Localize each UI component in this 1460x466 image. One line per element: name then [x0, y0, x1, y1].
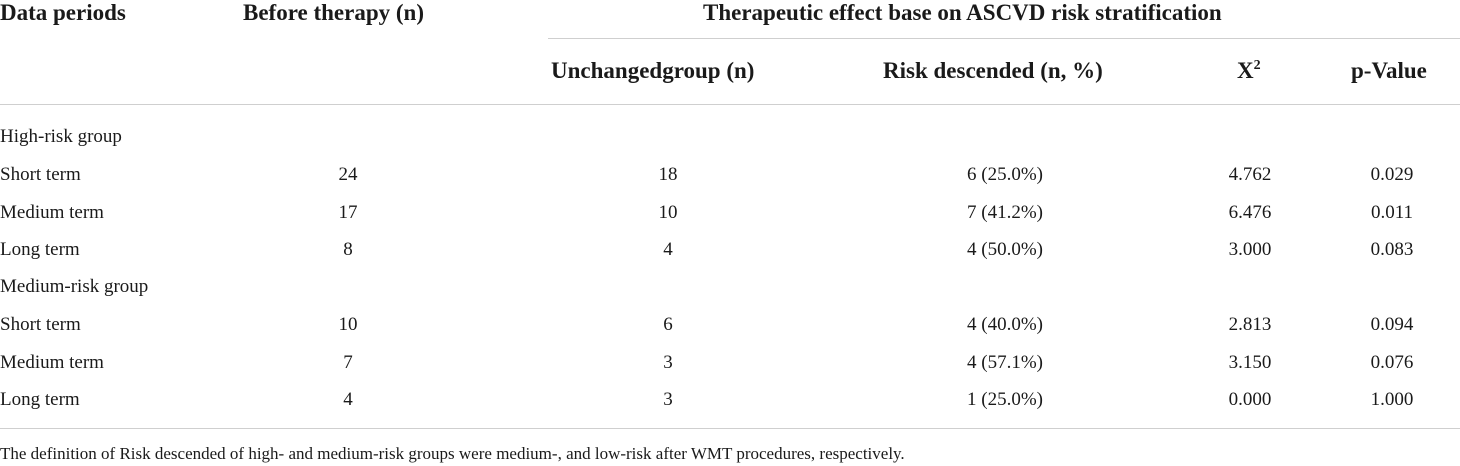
row-unchanged: 18	[658, 164, 678, 185]
row-period: Medium term	[0, 352, 104, 373]
header-therapeutic-effect: Therapeutic effect base on ASCVD risk st…	[703, 0, 1222, 25]
row-chi2: 2.813	[1228, 314, 1272, 335]
row-chi2: 3.150	[1228, 352, 1272, 373]
row-before: 7	[343, 352, 353, 373]
row-unchanged: 6	[663, 314, 673, 335]
group-header-rule	[548, 38, 1460, 39]
row-chi2: 4.762	[1228, 164, 1272, 185]
row-period: Long term	[0, 389, 80, 410]
row-descended: 4 (40.0%)	[967, 314, 1043, 335]
row-unchanged: 3	[663, 389, 673, 410]
row-period: Short term	[0, 314, 81, 335]
row-before: 24	[338, 164, 358, 185]
header-chi-square: X2	[1237, 58, 1261, 83]
row-unchanged: 10	[658, 202, 678, 223]
row-p-value: 0.076	[1370, 352, 1414, 373]
row-descended: 6 (25.0%)	[967, 164, 1043, 185]
group-label-high-risk: High-risk group	[0, 126, 122, 147]
row-unchanged: 4	[663, 239, 673, 260]
row-p-value: 0.029	[1370, 164, 1414, 185]
row-unchanged: 3	[663, 352, 673, 373]
row-before: 8	[343, 239, 353, 260]
header-unchanged-group: Unchangedgroup (n)	[551, 58, 755, 83]
table-footnote: The definition of Risk descended of high…	[0, 444, 905, 463]
row-descended: 1 (25.0%)	[967, 389, 1043, 410]
row-p-value: 1.000	[1370, 389, 1414, 410]
row-p-value: 0.083	[1370, 239, 1414, 260]
row-descended: 4 (50.0%)	[967, 239, 1043, 260]
row-descended: 7 (41.2%)	[967, 202, 1043, 223]
row-before: 4	[343, 389, 353, 410]
header-data-periods: Data periods	[0, 0, 126, 25]
row-period: Medium term	[0, 202, 104, 223]
row-descended: 4 (57.1%)	[967, 352, 1043, 373]
table-bottom-rule	[0, 428, 1460, 429]
row-chi2: 6.476	[1228, 202, 1272, 223]
row-period: Long term	[0, 239, 80, 260]
header-before-therapy: Before therapy (n)	[243, 0, 424, 25]
row-chi2: 3.000	[1228, 239, 1272, 260]
header-bottom-rule	[0, 104, 1460, 105]
group-label-medium-risk: Medium-risk group	[0, 276, 149, 297]
header-risk-descended: Risk descended (n, %)	[883, 58, 1103, 83]
header-p-value: p-Value	[1351, 58, 1427, 83]
row-chi2: 0.000	[1228, 389, 1272, 410]
row-p-value: 0.094	[1370, 314, 1414, 335]
row-before: 10	[338, 314, 358, 335]
row-p-value: 0.011	[1370, 202, 1414, 223]
row-period: Short term	[0, 164, 81, 185]
row-before: 17	[338, 202, 358, 223]
